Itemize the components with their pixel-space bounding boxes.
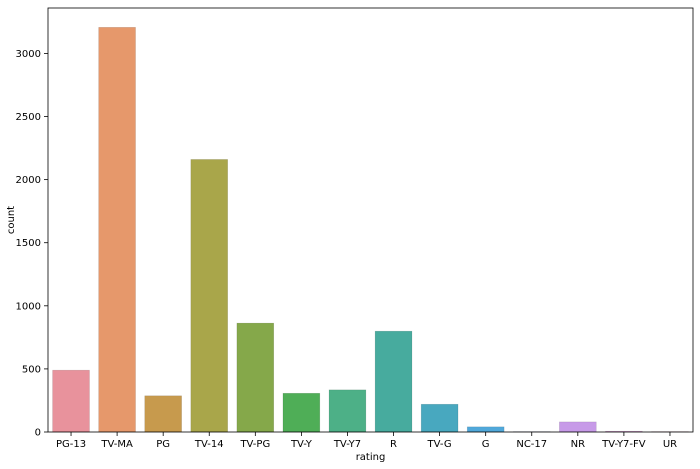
y-axis-label: count [6, 206, 17, 234]
x-tick-label: TV-Y [290, 439, 313, 450]
bar-r [374, 330, 413, 433]
bar-g [466, 426, 505, 433]
bar-tv-y [282, 392, 321, 433]
y-tick-label: 2000 [16, 175, 41, 186]
x-tick-label: TV-14 [194, 439, 224, 450]
y-tick-label: 1500 [16, 238, 41, 249]
y-tick-label: 3000 [16, 49, 41, 60]
x-tick-label: PG [156, 439, 170, 450]
x-tick-label: PG-13 [56, 439, 86, 450]
x-tick-label: R [390, 439, 397, 450]
y-tick-label: 0 [35, 428, 41, 439]
x-tick-label: TV-G [427, 439, 452, 450]
x-tick-label: TV-Y7 [333, 439, 361, 450]
plot-frame [47, 7, 694, 433]
x-tick-label: UR [663, 439, 677, 450]
x-tick-label: NR [571, 439, 585, 450]
y-tick-label: 500 [22, 364, 41, 375]
x-tick-label: TV-Y7-FV [601, 439, 646, 450]
bar-tv-pg [236, 322, 275, 433]
bar-tv-ma [98, 27, 136, 433]
x-tick-label: TV-PG [239, 439, 270, 450]
bars-group [52, 27, 689, 433]
bar-pg [144, 395, 182, 433]
bar-pg-13 [52, 369, 90, 433]
y-tick-label: 1000 [16, 301, 41, 312]
x-axis-ticks: PG-13 TV-MA PG TV-14 TV-PG TV-Y TV-Y7 R TV-G G NC-… [56, 432, 677, 450]
bar-tv-14 [190, 159, 228, 433]
y-axis-ticks: 0 500 1000 1500 2000 2500 3000 [16, 49, 48, 439]
x-tick-label: G [482, 439, 490, 450]
x-tick-label: TV-MA [100, 439, 133, 450]
bar-tv-g [420, 403, 459, 433]
bar-tv-y7 [328, 389, 367, 433]
x-tick-label: NC-17 [516, 439, 547, 450]
x-axis-label: rating [356, 452, 386, 463]
bar-nr [559, 421, 597, 433]
y-tick-label: 2500 [16, 112, 41, 123]
